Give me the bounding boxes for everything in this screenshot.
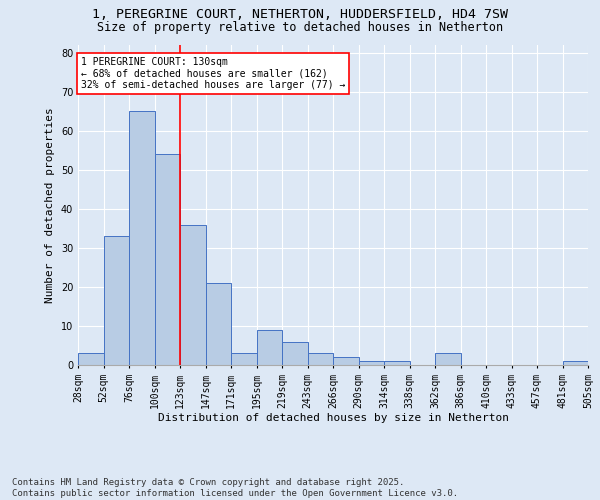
Bar xyxy=(282,342,308,365)
Bar xyxy=(104,236,129,365)
Text: 1, PEREGRINE COURT, NETHERTON, HUDDERSFIELD, HD4 7SW: 1, PEREGRINE COURT, NETHERTON, HUDDERSFI… xyxy=(92,8,508,20)
Bar xyxy=(78,354,104,365)
Bar xyxy=(308,354,333,365)
Bar xyxy=(563,361,588,365)
Y-axis label: Number of detached properties: Number of detached properties xyxy=(45,107,55,303)
Text: Size of property relative to detached houses in Netherton: Size of property relative to detached ho… xyxy=(97,21,503,34)
Bar xyxy=(257,330,282,365)
X-axis label: Distribution of detached houses by size in Netherton: Distribution of detached houses by size … xyxy=(157,414,509,424)
Bar xyxy=(435,354,461,365)
Text: 1 PEREGRINE COURT: 130sqm
← 68% of detached houses are smaller (162)
32% of semi: 1 PEREGRINE COURT: 130sqm ← 68% of detac… xyxy=(80,56,345,90)
Bar xyxy=(359,361,384,365)
Bar xyxy=(205,283,231,365)
Bar xyxy=(384,361,409,365)
Bar xyxy=(180,224,205,365)
Bar xyxy=(231,354,257,365)
Bar xyxy=(155,154,180,365)
Text: Contains HM Land Registry data © Crown copyright and database right 2025.
Contai: Contains HM Land Registry data © Crown c… xyxy=(12,478,458,498)
Bar xyxy=(129,112,155,365)
Bar xyxy=(333,357,359,365)
